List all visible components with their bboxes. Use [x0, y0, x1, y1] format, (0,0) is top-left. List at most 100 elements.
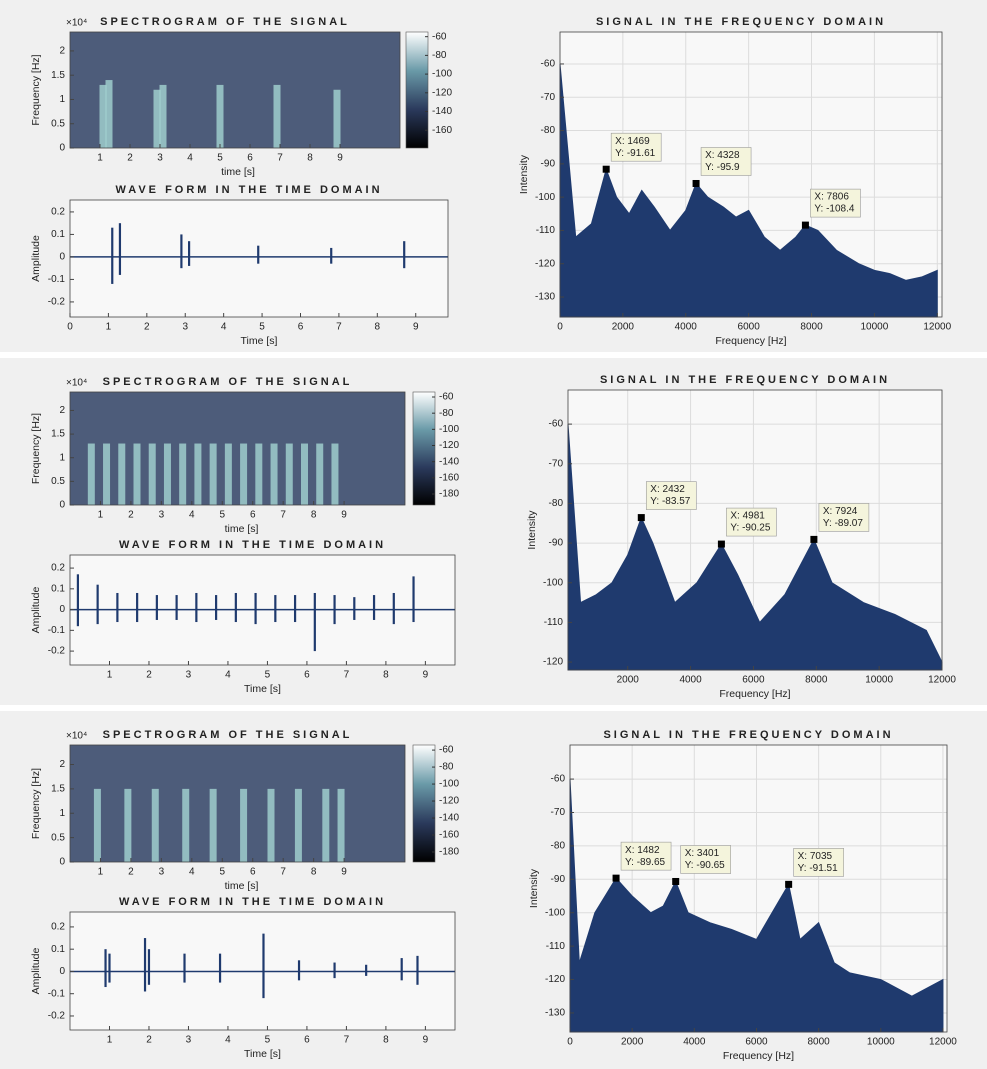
data-tip-x: X: 4328 — [705, 150, 740, 161]
data-tip-y: Y: -89.65 — [625, 857, 665, 868]
spectral-burst — [179, 444, 186, 505]
x-tick-label: 5 — [219, 867, 225, 878]
chart-title: SIGNAL IN THE FREQUENCY DOMAIN — [600, 374, 890, 386]
spectral-burst — [225, 444, 232, 505]
colorbar-tick-label: -120 — [439, 796, 459, 807]
plot-area — [70, 745, 405, 862]
y-tick-label: 0.1 — [51, 944, 65, 955]
x-tick-label: 2 — [127, 153, 133, 164]
x-tick-label: 2000 — [621, 1037, 644, 1048]
data-tip-marker — [785, 881, 792, 888]
data-tip-y: Y: -83.57 — [650, 496, 690, 507]
x-tick-label: 5 — [259, 322, 265, 333]
data-tip-marker — [603, 166, 610, 173]
x-tick-label: 1 — [106, 322, 112, 333]
y-axis-label: Frequency [Hz] — [30, 413, 42, 484]
y-tick-label: -70 — [549, 458, 564, 469]
y-tick-label: -80 — [551, 841, 566, 852]
x-tick-label: 10000 — [865, 675, 893, 686]
x-tick-label: 4 — [189, 867, 195, 878]
x-tick-label: 8 — [383, 1035, 389, 1046]
colorbar-tick-label: -100 — [439, 779, 459, 790]
spectral-burst — [274, 85, 281, 148]
spectral-burst — [217, 85, 224, 148]
x-tick-label: 2 — [128, 867, 134, 878]
colorbar-tick-label: -180 — [439, 489, 459, 500]
spectral-burst — [240, 444, 247, 505]
x-tick-label: 1 — [98, 867, 104, 878]
data-tip-marker — [810, 536, 817, 543]
y-tick-label: -0.2 — [48, 646, 66, 657]
y-tick-label: -0.1 — [48, 988, 66, 999]
spectral-burst — [103, 444, 110, 505]
x-tick-label: 4 — [225, 670, 231, 681]
data-tip-y: Y: -89.07 — [823, 518, 863, 529]
colorbar-tick-label: -120 — [439, 440, 459, 451]
y-axis-label: Amplitude — [30, 235, 42, 282]
x-tick-label: 7 — [336, 322, 342, 333]
x-tick-label: 7 — [344, 1035, 350, 1046]
y-tick-label: 1 — [59, 94, 65, 105]
x-axis-label: Frequency [Hz] — [719, 688, 790, 700]
x-tick-label: 6 — [250, 510, 256, 521]
x-tick-label: 0 — [557, 322, 563, 333]
spectral-burst — [94, 789, 101, 862]
data-tip-x: X: 7924 — [823, 506, 858, 517]
y-tick-label: 0 — [59, 857, 65, 868]
data-tip-y: Y: -95.9 — [705, 162, 740, 173]
x-tick-label: 1 — [98, 510, 104, 521]
x-tick-label: 5 — [217, 153, 223, 164]
x-tick-label: 1 — [107, 670, 113, 681]
y-tick-label: -90 — [541, 158, 556, 169]
x-tick-label: 6 — [298, 322, 304, 333]
y-axis-label: Intensity — [528, 868, 540, 908]
plot-area — [70, 32, 400, 148]
data-tip-marker — [672, 878, 679, 885]
x-tick-label: 3 — [182, 322, 188, 333]
spectral-burst — [152, 789, 159, 862]
y-tick-label: -0.2 — [48, 1011, 66, 1022]
x-axis-label: Time [s] — [244, 1048, 281, 1060]
spectral-burst — [134, 444, 141, 505]
colorbar-tick-label: -160 — [439, 830, 459, 841]
colorbar-tick-label: -160 — [432, 125, 452, 136]
y-tick-label: 0.1 — [51, 583, 65, 594]
spectral-burst — [268, 789, 275, 862]
y-tick-label: -130 — [535, 292, 555, 303]
data-tip-y: Y: -90.65 — [685, 860, 725, 871]
x-tick-label: 12000 — [929, 1037, 957, 1048]
y-axis-label: Intensity — [518, 154, 530, 194]
y-tick-label: 0 — [59, 143, 65, 154]
x-tick-label: 0 — [67, 322, 73, 333]
x-tick-label: 8 — [383, 670, 389, 681]
colorbar-tick-label: -140 — [439, 456, 459, 467]
x-tick-label: 8 — [311, 867, 317, 878]
y-tick-label: 0.5 — [51, 476, 65, 487]
y-tick-label: 2 — [59, 405, 65, 416]
y-axis-label: Amplitude — [30, 948, 42, 995]
spectral-burst — [88, 444, 95, 505]
y-tick-label: 0.2 — [51, 563, 65, 574]
x-tick-label: 6 — [247, 153, 253, 164]
data-tip-x: X: 7035 — [798, 851, 833, 862]
y-tick-label: -70 — [551, 807, 566, 818]
y-tick-label: -0.1 — [48, 274, 66, 285]
colorbar-tick-label: -60 — [432, 31, 447, 42]
y-tick-label: -60 — [549, 419, 564, 430]
x-tick-label: 3 — [157, 153, 163, 164]
figure: -60-80-100-120-140-160×10⁴12345678900.51… — [0, 0, 987, 1069]
x-tick-label: 4 — [187, 153, 193, 164]
colorbar-tick-label: -180 — [439, 847, 459, 858]
y-tick-label: -70 — [541, 92, 556, 103]
x-tick-label: 3 — [186, 670, 192, 681]
colorbar-tick-label: -140 — [432, 106, 452, 117]
chart-title: SPECTROGRAM OF THE SIGNAL — [100, 16, 350, 28]
y-tick-label: 2 — [59, 759, 65, 770]
y-tick-label: -90 — [549, 538, 564, 549]
x-tick-label: 8000 — [800, 322, 823, 333]
x-tick-label: 12000 — [923, 322, 951, 333]
x-tick-label: 9 — [423, 670, 429, 681]
spectral-burst — [100, 85, 107, 148]
spectral-burst — [124, 789, 131, 862]
x-tick-label: 7 — [277, 153, 283, 164]
